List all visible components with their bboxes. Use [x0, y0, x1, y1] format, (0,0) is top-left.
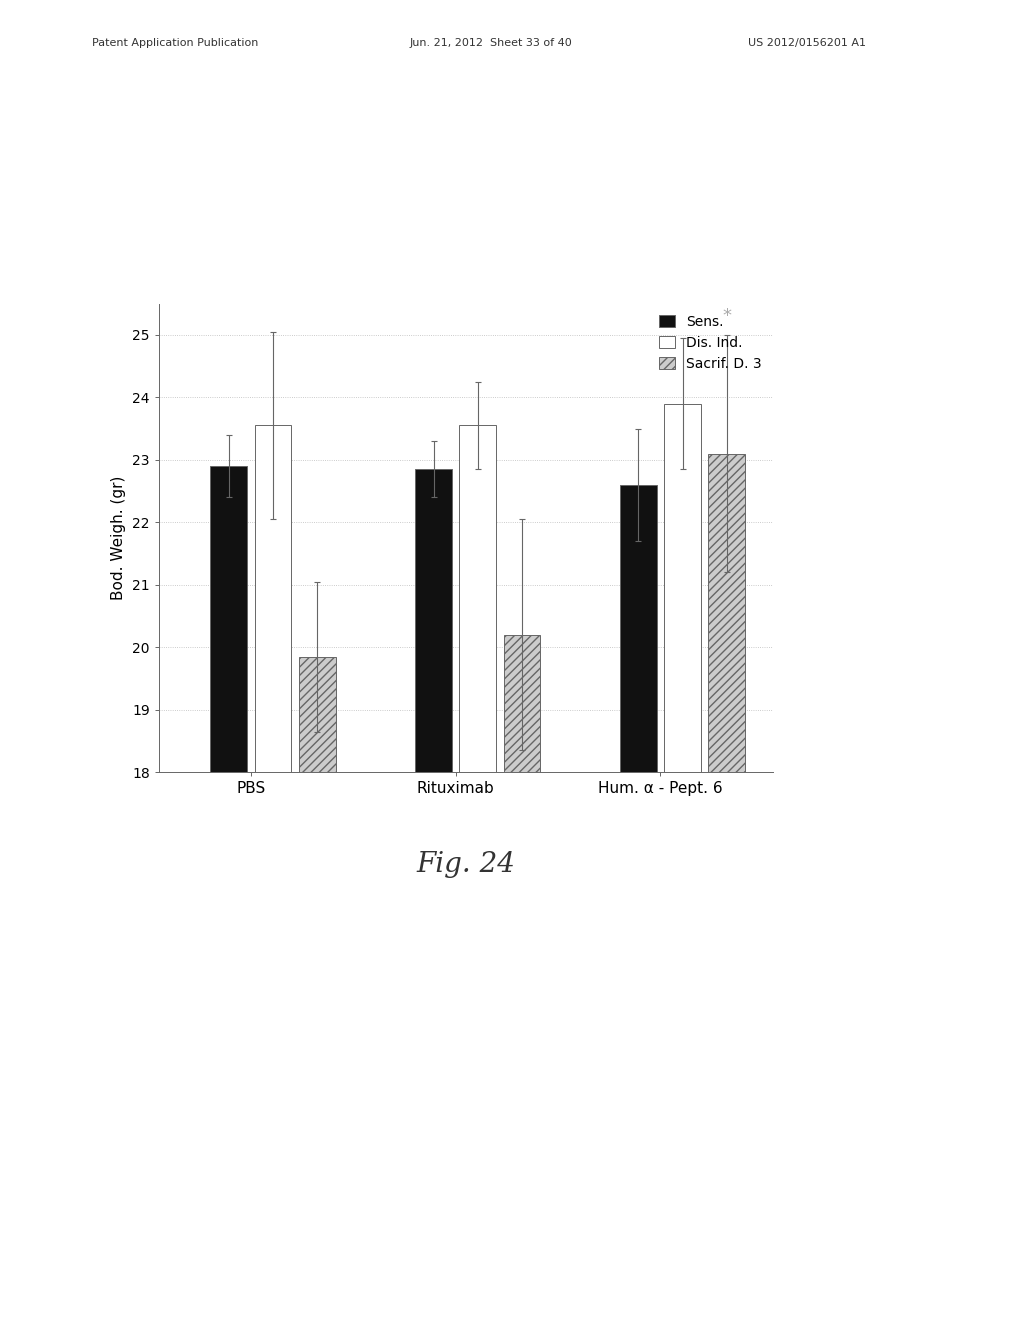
Bar: [210, 466, 247, 1320]
Y-axis label: Bod. Weigh. (gr): Bod. Weigh. (gr): [112, 475, 126, 601]
Bar: [504, 635, 541, 1320]
Text: Jun. 21, 2012  Sheet 33 of 40: Jun. 21, 2012 Sheet 33 of 40: [410, 38, 572, 49]
Bar: [709, 454, 745, 1320]
Text: Fig. 24: Fig. 24: [417, 851, 515, 878]
Text: *: *: [722, 308, 731, 326]
Bar: [415, 469, 452, 1320]
Bar: [665, 404, 701, 1320]
Bar: [620, 484, 656, 1320]
Text: US 2012/0156201 A1: US 2012/0156201 A1: [748, 38, 865, 49]
Bar: [255, 425, 292, 1320]
Text: Patent Application Publication: Patent Application Publication: [92, 38, 258, 49]
Bar: [460, 425, 497, 1320]
Legend: Sens., Dis. Ind., Sacrif. D. 3: Sens., Dis. Ind., Sacrif. D. 3: [654, 310, 766, 375]
Bar: [299, 656, 336, 1320]
